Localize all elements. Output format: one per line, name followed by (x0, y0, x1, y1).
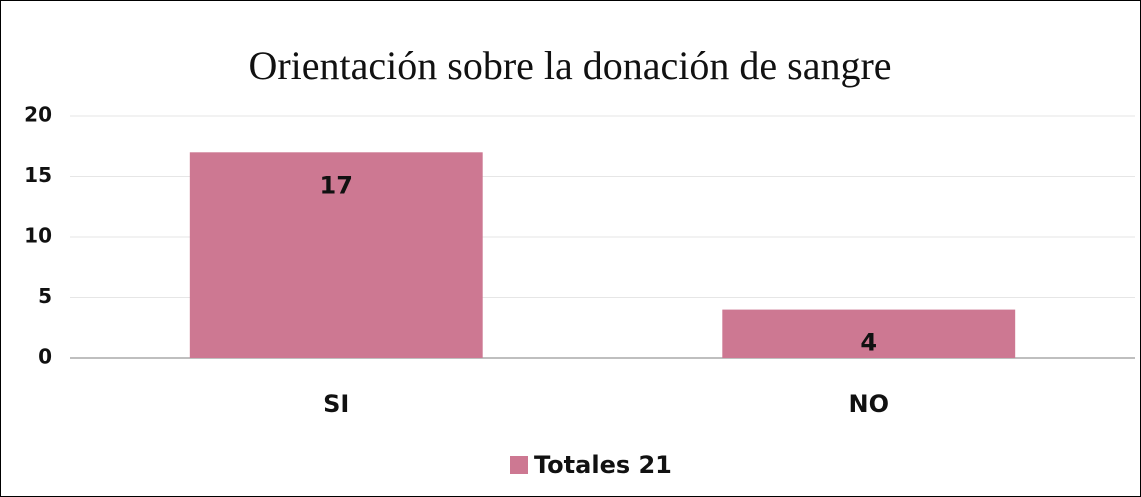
y-tick-label: 10 (24, 224, 52, 248)
y-tick-label: 15 (24, 163, 52, 187)
chart-title: Orientación sobre la donación de sangre (248, 43, 891, 88)
x-tick-label: SI (323, 390, 349, 418)
x-tick-label: NO (849, 390, 890, 418)
data-label: 4 (860, 329, 877, 357)
y-tick-label: 5 (38, 284, 52, 308)
y-tick-label: 0 (38, 345, 52, 369)
bar (722, 309, 1016, 358)
legend-swatch (510, 456, 528, 474)
bar (189, 152, 483, 358)
legend-label: Totales 21 (534, 451, 672, 479)
data-label: 17 (320, 171, 353, 199)
y-tick-label: 20 (24, 103, 52, 127)
